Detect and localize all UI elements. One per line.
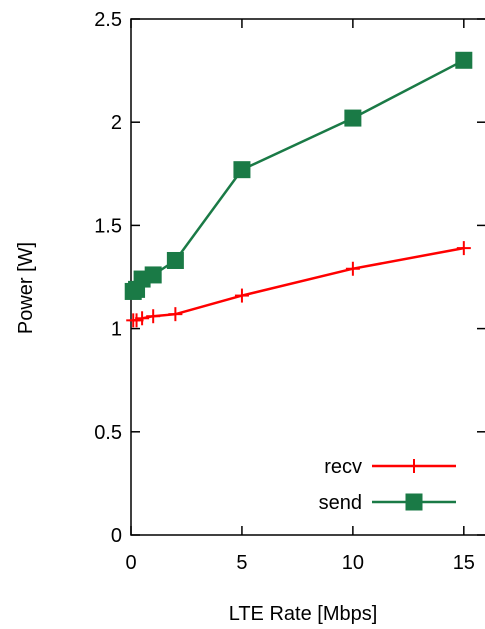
data-point xyxy=(455,51,473,69)
square-marker xyxy=(144,266,162,284)
plus-marker xyxy=(234,288,249,303)
legend-label: recv xyxy=(324,456,362,478)
square-marker xyxy=(233,161,251,179)
square-marker xyxy=(344,109,362,127)
y-tick-label: 1 xyxy=(111,319,122,341)
x-axis-label: LTE Rate [Mbps] xyxy=(229,603,378,625)
plot-frame xyxy=(130,18,485,536)
plus-marker xyxy=(168,307,183,322)
data-point xyxy=(456,241,471,256)
y-tick-label: 2.5 xyxy=(94,9,122,31)
square-marker xyxy=(455,51,473,69)
axes xyxy=(130,18,485,536)
y-axis-label: Power [W] xyxy=(15,242,37,334)
series-send xyxy=(124,51,473,300)
y-tick-label: 0 xyxy=(111,525,122,547)
square-marker xyxy=(166,251,184,269)
ticks: 0 0.5 1 1.5 2 2.5 0 5 10 15 xyxy=(94,9,485,574)
y-tick-label: 1.5 xyxy=(94,215,122,237)
series xyxy=(124,51,473,328)
data-point xyxy=(345,261,360,276)
x-tick-label: 5 xyxy=(236,552,247,574)
x-tick-label: 15 xyxy=(453,552,475,574)
data-point xyxy=(166,251,184,269)
square-marker xyxy=(405,493,423,511)
plus-marker xyxy=(345,261,360,276)
data-point xyxy=(146,309,161,324)
y-tick-label: 2 xyxy=(111,112,122,134)
data-point xyxy=(144,266,162,284)
plus-marker xyxy=(456,241,471,256)
plus-marker xyxy=(407,459,421,473)
data-point xyxy=(233,161,251,179)
x-tick-label: 0 xyxy=(125,552,136,574)
y-tick-label: 0.5 xyxy=(94,422,122,444)
legend: recv send xyxy=(319,456,456,514)
data-point xyxy=(344,109,362,127)
legend-item-recv: recv xyxy=(324,456,456,478)
plus-marker xyxy=(146,309,161,324)
legend-label: send xyxy=(319,492,362,514)
plus-marker xyxy=(135,311,150,326)
data-point xyxy=(135,311,150,326)
legend-item-send: send xyxy=(319,492,456,514)
series-recv xyxy=(126,241,471,328)
data-point xyxy=(234,288,249,303)
x-tick-label: 10 xyxy=(342,552,364,574)
data-point xyxy=(168,307,183,322)
